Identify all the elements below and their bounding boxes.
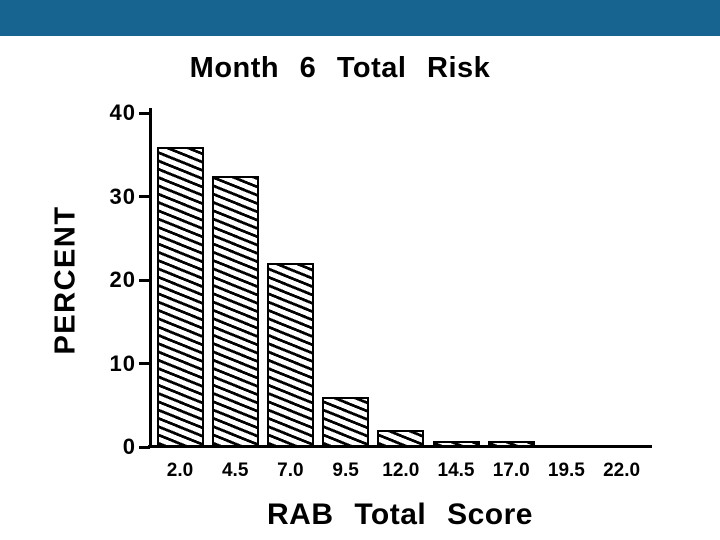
bar — [432, 441, 480, 447]
bar — [266, 263, 314, 447]
y-tick-label: 40 — [109, 100, 136, 126]
y-tick — [139, 362, 150, 366]
bar — [322, 397, 370, 447]
bar — [487, 441, 535, 447]
bar — [156, 147, 204, 447]
x-tick-label: 7.0 — [277, 460, 304, 481]
x-tick-label: 22.0 — [603, 460, 641, 481]
x-tick-label: 12.0 — [382, 460, 420, 481]
top-banner — [0, 0, 720, 36]
x-tick-label: 17.0 — [492, 460, 530, 481]
y-tick-label: 20 — [109, 267, 136, 293]
x-tick-label: 2.0 — [166, 460, 194, 481]
y-tick — [139, 111, 150, 115]
bar — [377, 430, 425, 447]
y-tick-label: 0 — [122, 434, 136, 459]
y-tick — [139, 195, 150, 199]
y-tick — [139, 278, 150, 282]
y-tick — [139, 445, 150, 449]
bar — [211, 176, 259, 447]
x-axis-label: RAB Total Score — [267, 498, 533, 531]
y-tick-label: 30 — [109, 183, 136, 209]
y-tick-label: 10 — [109, 350, 136, 376]
y-axis-line — [148, 108, 152, 447]
x-tick-label: 19.5 — [547, 460, 585, 481]
chart-title: Month 6 Total Risk — [189, 52, 491, 84]
x-tick-label: 4.5 — [221, 460, 249, 481]
x-tick-label: 9.5 — [332, 460, 359, 481]
x-tick-label: 14.5 — [437, 460, 475, 481]
